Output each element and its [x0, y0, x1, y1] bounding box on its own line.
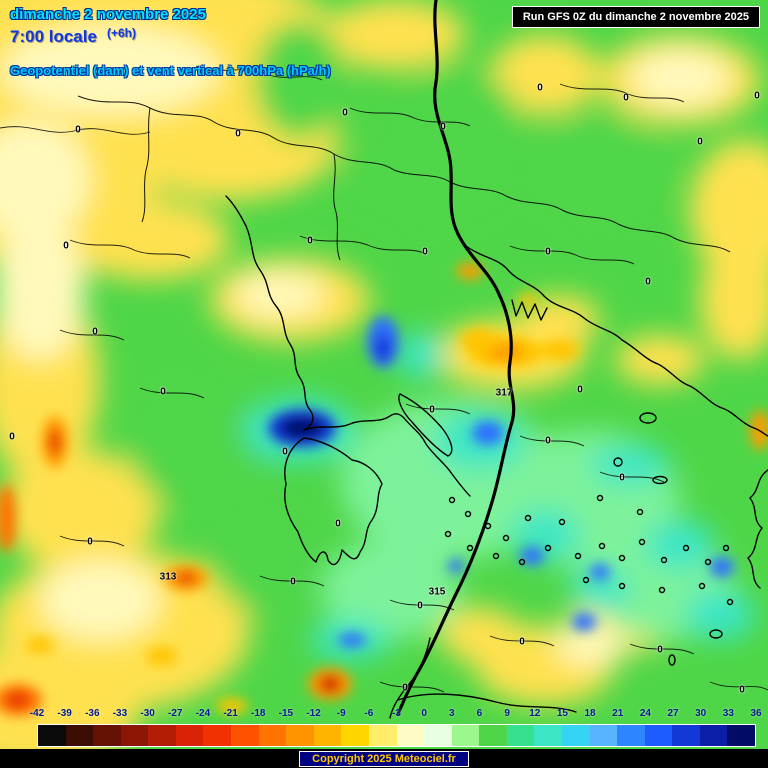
colorbar-cell: [644, 725, 673, 746]
colorbar-tick: -15: [278, 708, 294, 719]
colorbar-cell: [231, 725, 259, 746]
colorbar-cell: [258, 725, 287, 746]
colorbar-cell: [506, 725, 535, 746]
colorbar-cell: [479, 725, 507, 746]
colorbar-tick: 24: [639, 708, 651, 719]
forecast-offset: (+6h): [106, 26, 136, 40]
colorbar-tick: -39: [57, 708, 72, 719]
colorbar-cell: [286, 725, 314, 746]
coastlines: [225, 195, 768, 719]
colorbar-cell: [396, 725, 425, 746]
colorbar-tick: 33: [722, 708, 734, 719]
colorbar-tick: -36: [85, 708, 100, 719]
date-label: dimanche 2 novembre 2025: [10, 6, 206, 23]
colorbar-cell: [38, 725, 66, 746]
colorbar-tick: -3: [392, 708, 401, 719]
colorbar-tick: -33: [112, 708, 128, 719]
colorbar: [37, 724, 756, 747]
colorbar-tick: 15: [556, 708, 568, 719]
parameter-label: Geopotentiel (dam) et vent vertical à 70…: [10, 63, 331, 78]
colorbar-tick: -18: [250, 708, 266, 719]
bottom-strip: Copyright 2025 Meteociel.fr: [0, 749, 768, 768]
colorbar-cell: [617, 725, 645, 746]
local-time: 7:00 locale: [10, 27, 97, 46]
colorbar-tick: 21: [612, 708, 624, 719]
colorbar-tick: 0: [421, 708, 427, 719]
colorbar-tick: -21: [223, 708, 238, 719]
colorbar-cell: [368, 725, 397, 746]
colorbar-cell: [424, 725, 452, 746]
colorbar-cell: [175, 725, 204, 746]
colorbar-cell: [672, 725, 700, 746]
colorbar-cell: [148, 725, 176, 746]
bold-geopotential-contour: [396, 0, 516, 716]
colorbar-cell: [534, 725, 562, 746]
colorbar-tick: 6: [476, 708, 483, 719]
colorbar-cell: [341, 725, 369, 746]
colorbar-tick: 30: [695, 708, 707, 719]
colorbar-cell: [727, 725, 756, 746]
colorbar-cell: [120, 725, 149, 746]
field-intense-spots: [0, 263, 768, 716]
colorbar-tick: 36: [750, 708, 762, 719]
colorbar-tick: -27: [168, 708, 183, 719]
colorbar-tick: 27: [667, 708, 679, 719]
colorbar-cell: [65, 725, 94, 746]
colorbar-cell: [451, 725, 480, 746]
colorbar-tick: -9: [336, 708, 346, 719]
colorbar-tick: 12: [529, 708, 541, 719]
colorbar-cell: [313, 725, 342, 746]
zero-contour-lines: [0, 65, 768, 693]
copyright-badge: Copyright 2025 Meteociel.fr: [299, 750, 469, 767]
colorbar-tick: 9: [504, 708, 510, 719]
colorbar-tick: -6: [364, 708, 374, 719]
colorbar-ticks: -42 -39 -36 -33 -30 -27 -24 -21 -18 -15 -12 -9 -6 -3 0…: [30, 708, 762, 721]
colorbar-cell: [561, 725, 590, 746]
colorbar-cell: [589, 725, 618, 746]
time-label: 7:00 locale (+6h): [10, 26, 331, 47]
colorbar-tick: 3: [449, 708, 455, 719]
colorbar-cell: [699, 725, 728, 746]
colorbar-tick: 18: [584, 708, 596, 719]
map-header: dimanche 2 novembre 2025 7:00 locale (+6h…: [10, 6, 331, 78]
colorbar-cell: [203, 725, 232, 746]
colorbar-tick: -12: [306, 708, 321, 719]
colorbar-tick: -24: [195, 708, 211, 719]
colorbar-cell: [93, 725, 121, 746]
run-info-badge: Run GFS 0Z du dimanche 2 novembre 2025: [511, 6, 760, 28]
colorbar-tick: -30: [140, 708, 155, 719]
colorbar-tick: -42: [29, 708, 45, 719]
